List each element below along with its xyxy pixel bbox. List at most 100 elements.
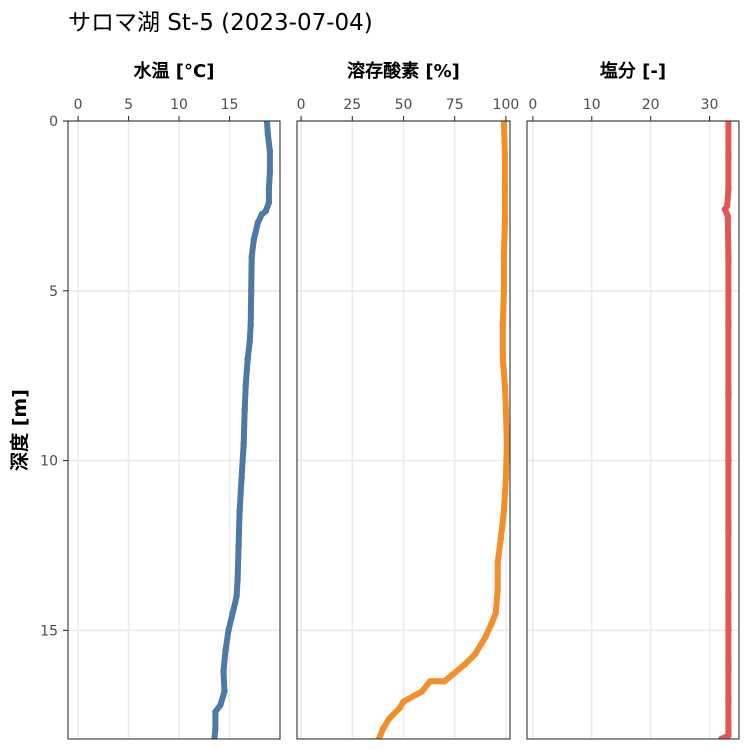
panel-title: 溶存酸素 [%] — [347, 60, 460, 82]
x-tick-label: 0 — [297, 97, 306, 113]
x-tick-label: 0 — [528, 97, 537, 113]
x-tick-label: 50 — [395, 97, 413, 113]
data-point — [725, 722, 732, 729]
data-point — [503, 440, 510, 447]
data-point — [725, 732, 732, 739]
data-point — [229, 610, 236, 617]
data-point — [494, 586, 501, 593]
data-point — [221, 688, 228, 695]
chart-title: サロマ湖 St-5 (2023-07-04) — [68, 10, 373, 36]
x-tick-label: 0 — [74, 97, 83, 113]
data-point — [482, 633, 489, 641]
data-point — [247, 321, 254, 328]
data-point — [501, 151, 509, 159]
data-point — [242, 382, 249, 390]
data-point — [258, 211, 266, 218]
data-point — [502, 406, 510, 413]
data-point — [426, 678, 434, 685]
data-point — [385, 715, 393, 722]
data-point — [497, 535, 504, 542]
data-point — [725, 525, 732, 532]
data-point — [500, 508, 508, 515]
data-point — [725, 457, 732, 464]
data-point — [246, 338, 253, 345]
data-point — [263, 121, 271, 125]
x-tick-label: 20 — [642, 97, 660, 113]
y-tick-label: 5 — [49, 284, 58, 300]
data-point — [501, 382, 509, 390]
data-point — [211, 735, 218, 739]
data-point — [265, 199, 273, 206]
x-tick-label: 10 — [583, 97, 601, 113]
data-point — [725, 321, 732, 328]
x-tick-label: 100 — [493, 97, 520, 113]
data-point — [266, 148, 274, 155]
x-tick-label: 75 — [446, 97, 464, 113]
data-point — [240, 440, 247, 447]
data-point — [725, 151, 732, 159]
x-tick-label: 15 — [221, 97, 239, 113]
series-salinity — [718, 121, 732, 739]
data-point — [725, 695, 732, 702]
data-point — [724, 212, 732, 220]
data-point — [441, 678, 448, 685]
panel-title: 水温 [°C] — [134, 60, 215, 82]
data-point — [471, 650, 479, 658]
data-point — [725, 661, 732, 668]
x-tick-label: 5 — [124, 97, 133, 113]
data-point — [725, 593, 732, 600]
data-point — [220, 667, 227, 675]
data-point — [500, 253, 508, 261]
data-point — [501, 185, 509, 193]
series-water-temp — [211, 121, 274, 739]
data-point — [725, 121, 732, 125]
data-point — [265, 185, 273, 193]
data-point — [234, 576, 241, 583]
data-point — [499, 321, 507, 328]
data-point — [212, 708, 219, 716]
panel-grid — [527, 120, 739, 739]
y-axis-label: 深度 [m] — [8, 389, 31, 471]
panels: 0 5 10 15 水温 [°C] 0 25 50 75 100 溶存酸素 [%] 0 10 20 30 塩分… — [67, 60, 740, 740]
data-point — [222, 647, 229, 654]
panel-frame — [526, 120, 740, 740]
data-point — [725, 627, 732, 634]
data-point — [250, 236, 257, 244]
data-point — [725, 185, 732, 193]
data-point — [241, 406, 248, 413]
data-point — [264, 131, 272, 138]
y-tick-label: 15 — [40, 623, 58, 639]
data-point — [725, 253, 732, 261]
series-line — [375, 121, 510, 739]
data-point — [494, 559, 501, 566]
data-point — [244, 355, 251, 362]
data-point — [449, 671, 456, 678]
data-point — [375, 735, 383, 739]
data-point — [725, 389, 732, 396]
data-point — [461, 661, 469, 668]
data-point — [217, 701, 224, 709]
data-point — [500, 121, 508, 125]
data-point — [379, 725, 387, 733]
data-point — [233, 593, 240, 600]
data-point — [248, 287, 255, 294]
data-point — [235, 542, 242, 549]
data-point — [236, 508, 243, 515]
series-dissolved-oxygen — [375, 121, 510, 739]
data-point — [500, 287, 508, 294]
x-tick-label: 25 — [343, 97, 361, 113]
data-point — [492, 610, 499, 617]
panel-frame — [67, 120, 281, 740]
data-point — [248, 253, 255, 261]
data-point — [721, 206, 729, 213]
data-point — [502, 474, 510, 481]
panel-dissolved-oxygen: 0 25 50 75 100 溶存酸素 [%] — [296, 60, 520, 740]
data-point — [254, 219, 261, 227]
data-point — [418, 688, 426, 695]
data-point — [396, 705, 403, 712]
panel-grid — [68, 120, 280, 739]
panel-salinity: 0 10 20 30 塩分 [-] — [526, 60, 740, 740]
data-point — [400, 698, 407, 705]
y-tick-label: 10 — [40, 454, 58, 470]
